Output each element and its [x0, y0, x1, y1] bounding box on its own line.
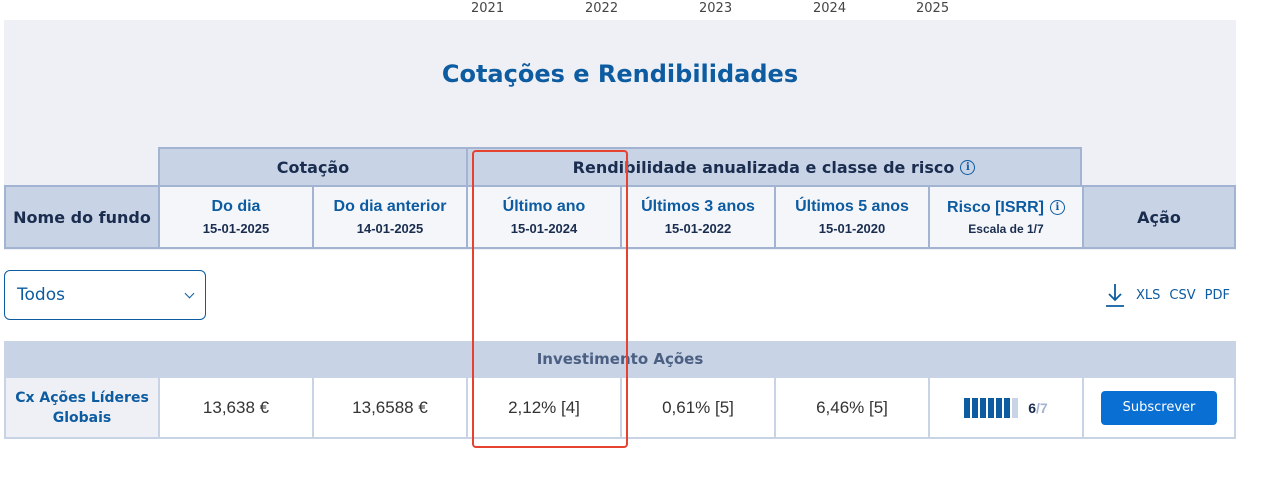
column-header-ultimos-3-anos: Últimos 3 anos 15-01-2022: [620, 185, 776, 249]
risk-value: 6: [1028, 399, 1037, 416]
column-label: Últimos 5 anos: [795, 198, 909, 215]
column-date: 15-01-2022: [664, 221, 732, 236]
group-label: Cotação: [276, 157, 350, 177]
risk-bar: [980, 397, 987, 418]
year-label: 2022: [585, 1, 619, 16]
column-label: Últimos 3 anos: [641, 198, 755, 215]
cell-ultimos-3-anos: 0,61% [5]: [620, 376, 776, 439]
group-label: Rendibilidade anualizada e classe de ris…: [572, 157, 955, 177]
cell-value: 6,46% [5]: [816, 397, 888, 417]
risk-label: Risco [ISRR]: [947, 198, 1044, 216]
download-pdf-link[interactable]: PDF: [1204, 287, 1230, 303]
cell-ultimo-ano: 2,12% [4]: [466, 376, 622, 439]
risk-bar: [1004, 397, 1011, 418]
cell-risco: 6/7: [928, 376, 1084, 439]
info-icon[interactable]: i: [960, 159, 976, 175]
column-label: Ação: [1137, 207, 1181, 227]
risk-bar: [972, 397, 979, 418]
risk-meter: [964, 397, 1020, 418]
risk-bar: [1012, 397, 1019, 418]
column-header-nome: Nome do fundo: [4, 185, 160, 249]
cell-value: 13,638 €: [202, 397, 270, 417]
risk-bar: [964, 397, 971, 418]
column-header-ultimo-ano: Último ano 15-01-2024: [466, 185, 622, 249]
column-label: Do dia anterior: [333, 198, 447, 215]
column-date: 14-01-2025: [356, 221, 424, 236]
subscribe-button[interactable]: Subscrever: [1101, 390, 1217, 425]
column-header-dia-anterior: Do dia anterior 14-01-2025: [312, 185, 468, 249]
column-header-do-dia: Do dia 15-01-2025: [158, 185, 314, 249]
column-subtitle: Escala de 1/7: [968, 221, 1044, 236]
cell-acao: Subscrever: [1082, 376, 1236, 439]
fund-name-link[interactable]: Cx Ações Líderes Globais: [4, 376, 160, 439]
select-value: Todos: [17, 285, 65, 305]
risk-scale: /7: [1036, 399, 1048, 416]
section-label: Investimento Ações: [536, 349, 704, 368]
column-header-acao: Ação: [1082, 185, 1236, 249]
year-label: 2025: [916, 1, 950, 16]
cell-dia-anterior: 13,6588 €: [312, 376, 468, 439]
group-header-rendibilidade: Rendibilidade anualizada e classe de ris…: [466, 147, 1082, 187]
column-label: Último ano: [502, 198, 586, 215]
timeline-years: 2021 2022 2023 2024 2025: [0, 0, 1280, 18]
fund-name-line: Cx Ações Líderes: [15, 389, 149, 406]
column-label: Do dia: [211, 198, 261, 215]
page-title: Cotações e Rendibilidades: [441, 60, 799, 88]
download-csv-link[interactable]: CSV: [1169, 287, 1196, 303]
year-label: 2023: [699, 1, 733, 16]
risk-bar: [996, 397, 1003, 418]
column-label: Risco [ISRR] i: [947, 199, 1065, 217]
risk-bar: [988, 397, 995, 418]
column-date: 15-01-2024: [510, 221, 578, 236]
column-date: 15-01-2025: [202, 221, 270, 236]
year-label: 2021: [471, 1, 505, 16]
download-links: XLS CSV PDF: [1104, 282, 1239, 308]
download-xls-link[interactable]: XLS: [1136, 287, 1161, 303]
cell-ultimos-5-anos: 6,46% [5]: [774, 376, 930, 439]
column-label: Nome do fundo: [13, 207, 151, 227]
column-date: 15-01-2020: [818, 221, 886, 236]
info-icon[interactable]: i: [1049, 199, 1065, 215]
cell-value: 13,6588 €: [352, 397, 428, 417]
fund-name-line: Globais: [52, 409, 112, 426]
year-label: 2024: [813, 1, 847, 16]
section-header: Investimento Ações: [4, 341, 1236, 376]
download-icon[interactable]: [1104, 282, 1126, 308]
fund-filter-select[interactable]: Todos: [4, 270, 206, 320]
cell-do-dia: 13,638 €: [158, 376, 314, 439]
group-header-cotacao: Cotação: [158, 147, 468, 187]
cell-value: 2,12% [4]: [508, 397, 580, 417]
column-header-ultimos-5-anos: Últimos 5 anos 15-01-2020: [774, 185, 930, 249]
chevron-down-icon: [184, 288, 195, 298]
column-header-risco: Risco [ISRR] i Escala de 1/7: [928, 185, 1084, 249]
cell-value: 0,61% [5]: [662, 397, 734, 417]
